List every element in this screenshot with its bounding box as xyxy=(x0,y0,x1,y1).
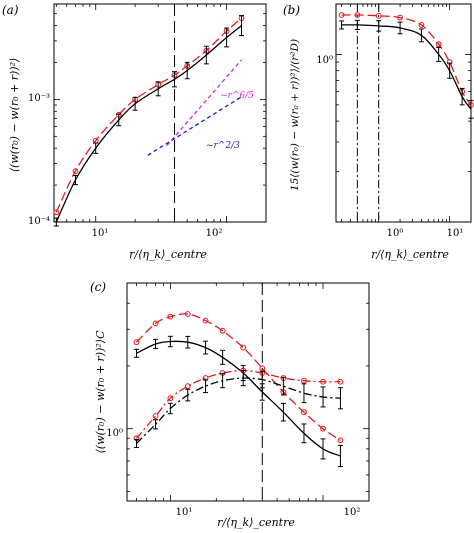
data-point-marker xyxy=(337,437,344,444)
slope-annotation-low: ~r^2/3 xyxy=(206,141,240,151)
panel-b-xtick-label: 10⁰ xyxy=(387,228,404,239)
series-line-red-dashed xyxy=(55,17,242,213)
data-point-marker xyxy=(240,344,247,351)
panel-a-ytick-label: 10⁻³ xyxy=(28,93,50,104)
data-point-marker xyxy=(184,311,191,317)
panel-b-frame xyxy=(335,3,472,223)
panel-c-plot-area xyxy=(127,282,370,501)
data-point-marker xyxy=(133,339,140,346)
panel-a-ytick-label: 10⁻⁴ xyxy=(28,216,50,227)
data-point-marker xyxy=(167,313,174,320)
series-line-magenta-dashed xyxy=(166,59,242,147)
series-line-black-solid xyxy=(136,340,341,457)
data-point-marker xyxy=(320,378,326,385)
slope-annotation-high: ~r^6/5 xyxy=(220,91,254,101)
panel-b-ylabel: 15⟨(w(r₀) − w(r₀ + r))²⟩/(r²D) xyxy=(289,39,301,191)
panel-c-xtick-label: 10¹ xyxy=(176,507,193,518)
data-point-marker xyxy=(375,12,382,19)
panel-c-frame xyxy=(126,282,370,502)
series-line-black-dashdot xyxy=(136,377,341,444)
series-line-blue-dashed xyxy=(147,96,242,156)
panel-c-ytick-label: 10⁰ xyxy=(106,428,123,439)
panel-a-ylabel: ⟨(w(r₀) − w(r₀ + r))²⟩ xyxy=(8,58,21,173)
panel-a-frame xyxy=(53,3,267,223)
data-point-marker xyxy=(337,378,344,385)
panel-a-xtick-label: 10² xyxy=(206,228,223,239)
panel-b-xtick-label: 10¹ xyxy=(447,228,464,239)
data-point-marker xyxy=(219,327,226,334)
series-line-black-solid xyxy=(55,25,242,223)
series-line-red-dashdot xyxy=(136,369,341,439)
series-line-red-dashed xyxy=(341,14,472,106)
data-point-marker xyxy=(152,413,159,419)
panel-b-plot-area xyxy=(336,3,474,223)
panel-a-xlabel: r/⟨η_k⟩_centre xyxy=(129,248,207,261)
data-point-marker xyxy=(418,22,425,28)
data-point-marker xyxy=(301,377,307,384)
data-point-marker xyxy=(72,168,79,175)
panel-c-label: (c) xyxy=(90,280,106,294)
data-point-marker xyxy=(53,209,60,216)
panel-a-xtick-label: 10¹ xyxy=(92,228,109,239)
panel-b-xlabel: r/⟨η_k⟩_centre xyxy=(371,248,449,261)
data-point-marker xyxy=(338,12,345,18)
series-line-red-dashed xyxy=(136,313,341,441)
data-point-marker xyxy=(167,395,174,402)
data-point-marker xyxy=(184,383,191,390)
panel-a-plot-area xyxy=(53,3,267,227)
panel-b-ytick-label: 10⁰ xyxy=(316,55,333,66)
data-point-marker xyxy=(152,320,159,327)
panel-c-xlabel: r/⟨η_k⟩_centre xyxy=(217,516,295,529)
data-point-marker xyxy=(320,425,326,432)
panel-c-ylabel: ⟨(w(r₀) − w(r₀ + r))²⟩C xyxy=(94,330,107,454)
data-point-marker xyxy=(354,12,361,18)
data-point-marker xyxy=(435,41,442,48)
panel-c-xtick-label: 10² xyxy=(344,507,361,518)
data-point-marker xyxy=(202,317,209,324)
data-point-marker xyxy=(301,409,307,416)
panel-b-label: (b) xyxy=(283,3,300,17)
panel-a-label: (a) xyxy=(2,3,19,17)
data-point-marker xyxy=(397,14,403,21)
